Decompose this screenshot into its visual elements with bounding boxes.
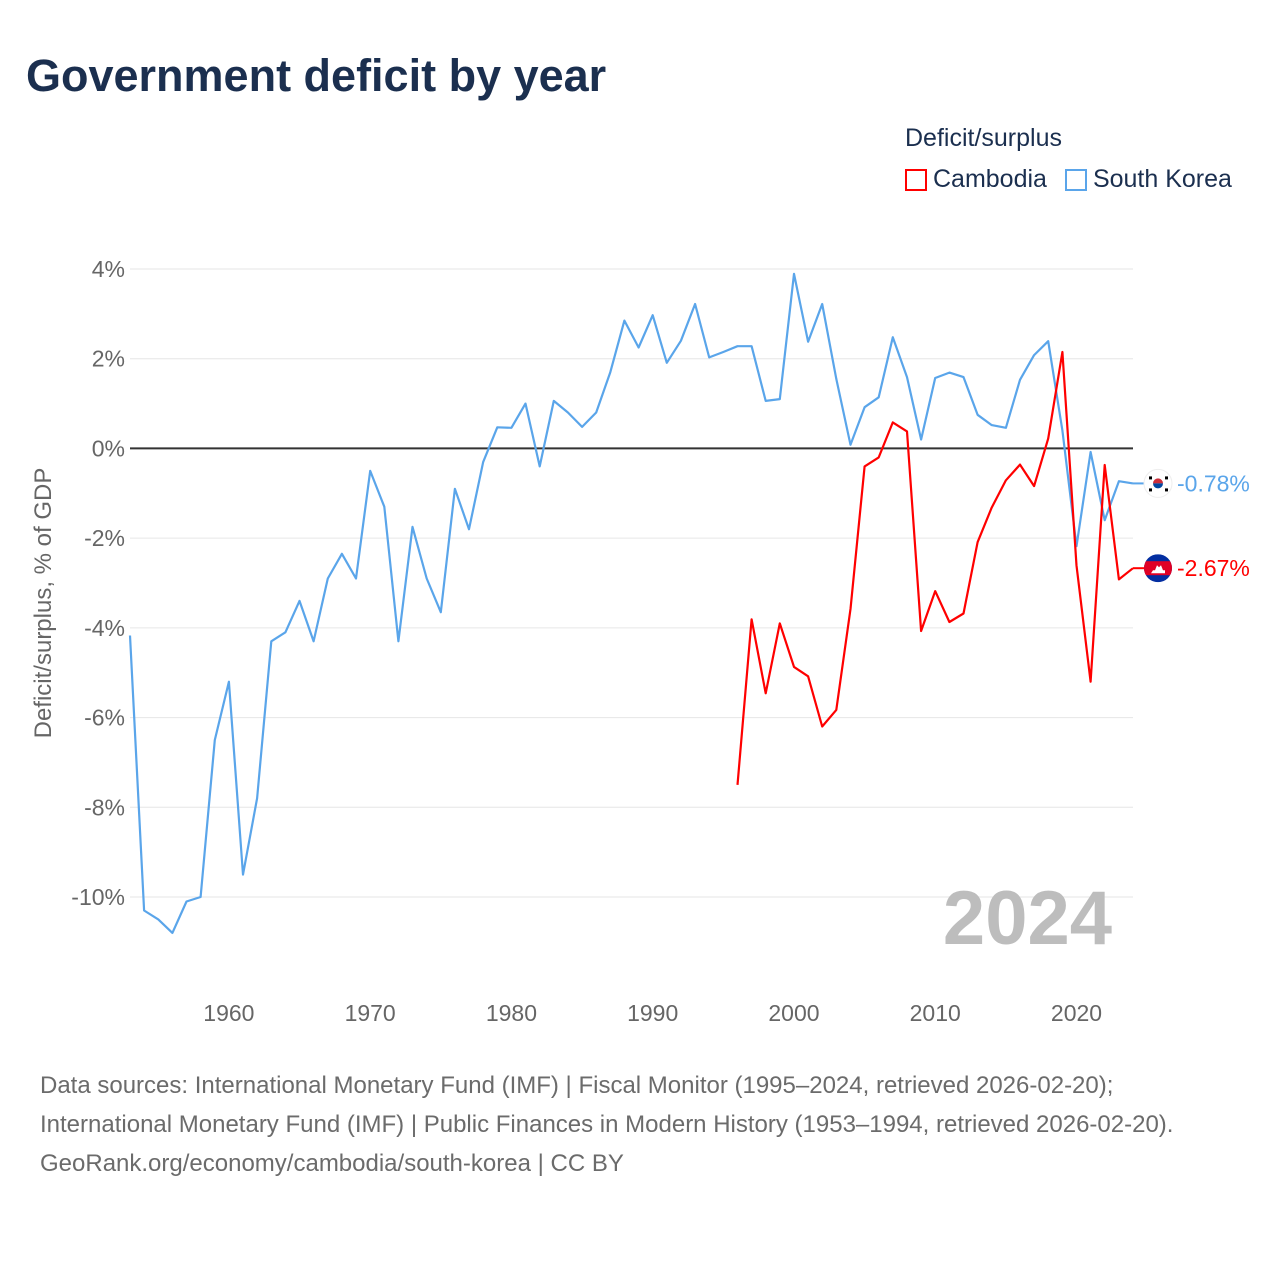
y-tick-label: -8% <box>84 794 125 820</box>
x-tick-label: 2000 <box>768 1000 819 1026</box>
legend-item-south-korea[interactable]: South Korea <box>1064 165 1232 194</box>
legend-label-cambodia: Cambodia <box>933 165 1047 193</box>
x-tick-label: 1970 <box>345 1000 396 1026</box>
legend-swatch-cambodia <box>905 168 927 191</box>
series-lines <box>128 272 1134 935</box>
flag-trigram <box>1149 488 1152 492</box>
year-watermark: 2024 <box>943 876 1112 961</box>
chart-title: Government deficit by year <box>26 50 607 101</box>
y-tick-label: -10% <box>71 884 125 910</box>
x-tick-label: 2010 <box>910 1000 961 1026</box>
y-tick-label: 2% <box>92 346 125 372</box>
y-axis-label: Deficit/surplus, % of GDP <box>30 468 57 739</box>
series-line-south-korea <box>128 272 1134 935</box>
y-tick-label: -4% <box>84 615 125 641</box>
flag-trigram <box>1149 476 1152 480</box>
y-tick-label: -6% <box>84 705 125 731</box>
flag-taeguk-red <box>1153 478 1163 484</box>
y-tick-label: 0% <box>92 435 125 461</box>
legend: Deficit/surplus Cambodia South Korea <box>905 124 1232 194</box>
credit-link[interactable]: GeoRank.org/economy/cambodia/south-korea… <box>40 1150 624 1177</box>
x-axis-ticks: 1960 1970 1980 1990 2000 2010 2020 <box>203 1000 1102 1026</box>
x-tick-label: 1990 <box>627 1000 678 1026</box>
x-tick-label: 1980 <box>486 1000 537 1026</box>
flag-body <box>1144 554 1172 583</box>
data-sources: Data sources: International Monetary Fun… <box>40 1072 1174 1138</box>
x-tick-label: 1960 <box>203 1000 254 1026</box>
legend-item-cambodia[interactable]: Cambodia <box>905 165 1047 194</box>
series-line-cambodia <box>736 350 1134 785</box>
y-tick-label: -2% <box>84 525 125 551</box>
y-axis-ticks: 4% 2% 0% -2% -4% -6% -8% -10% <box>71 256 125 910</box>
end-label-south-korea: -0.78% <box>1177 470 1250 496</box>
footer: Data sources: International Monetary Fun… <box>40 1066 1250 1183</box>
flag-cambodia-icon <box>1144 554 1172 583</box>
end-label-cambodia: -2.67% <box>1177 555 1250 581</box>
flag-taeguk-blue <box>1153 483 1163 489</box>
end-labels: -0.78% -2.67% <box>1133 468 1250 583</box>
flag-trigram <box>1165 476 1168 480</box>
y-tick-label: 4% <box>92 256 125 282</box>
legend-label-south-korea: South Korea <box>1092 165 1232 193</box>
legend-swatch-south-korea <box>1064 168 1087 191</box>
x-tick-label: 2020 <box>1051 1000 1102 1026</box>
grid <box>130 268 1133 898</box>
flag-trigram <box>1165 488 1168 492</box>
flag-temple <box>1151 565 1165 574</box>
flag-south-korea-icon <box>1143 468 1173 498</box>
legend-title: Deficit/surplus <box>905 124 1062 152</box>
